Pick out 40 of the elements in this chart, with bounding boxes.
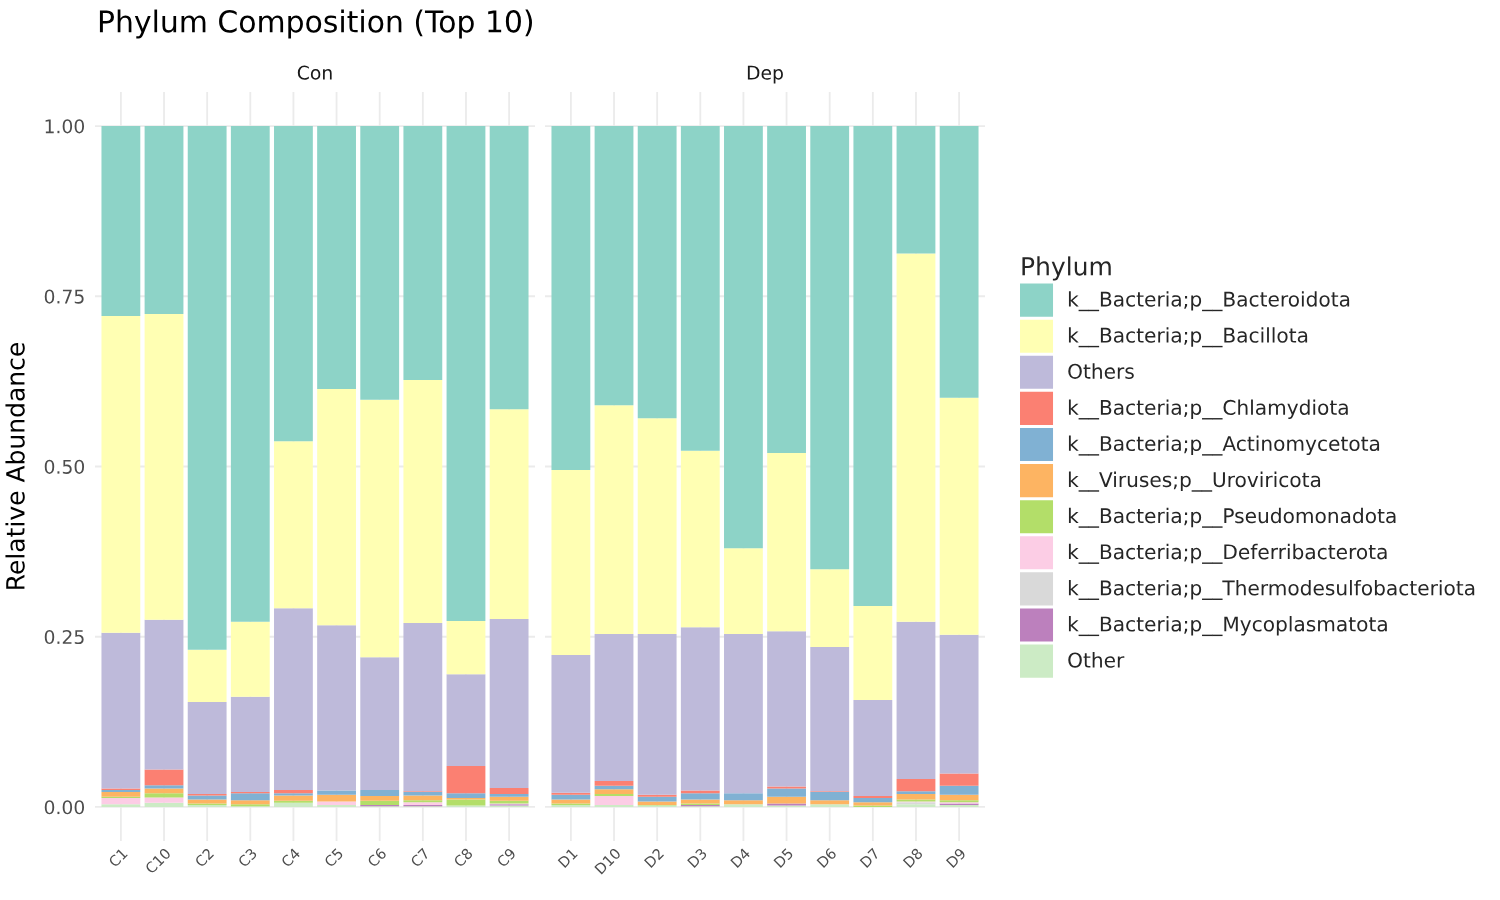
y-axis-title: Relative Abundance xyxy=(5,343,25,589)
y-tick-label: 0.50 xyxy=(44,459,85,474)
legend-label: Others xyxy=(1068,363,1134,379)
x-tick-label: D9 xyxy=(945,847,967,869)
legend-label: Other xyxy=(1068,652,1125,668)
x-tick-label: C6 xyxy=(366,847,388,868)
x-tick-label: D8 xyxy=(902,847,924,869)
x-tick-label: C4 xyxy=(280,847,301,868)
legend-label: k__Viruses;p__Uroviricota xyxy=(1068,471,1321,492)
x-tick-label: C3 xyxy=(237,847,258,868)
legend-title: Phylum xyxy=(1022,256,1111,281)
x-tick-label: C7 xyxy=(409,847,430,868)
legend-label: k__Bacteria;p__Bacillota xyxy=(1068,327,1308,348)
x-tick-label: D5 xyxy=(773,847,794,869)
legend-label: k__Bacteria;p__Bacteroidota xyxy=(1068,291,1350,312)
x-tick-label: C1 xyxy=(107,847,128,868)
x-tick-label: C5 xyxy=(323,847,344,868)
chart-title: Phylum Composition (Top 10) xyxy=(99,9,532,39)
y-tick-label: 1.00 xyxy=(45,119,85,134)
x-tick-label: C10 xyxy=(144,847,172,875)
y-tick-label: 0.00 xyxy=(44,800,85,815)
legend-label: k__Bacteria;p__Actinomycetota xyxy=(1068,435,1380,456)
y-tick-label: 0.25 xyxy=(44,629,84,645)
legend-label: k__Bacteria;p__Pseudomonadota xyxy=(1068,507,1396,528)
legend-label: k__Bacteria;p__Deferribacterota xyxy=(1068,543,1387,564)
legend-label: k__Bacteria;p__Chlamydiota xyxy=(1068,399,1348,420)
chart-subtitle: Con xyxy=(297,65,332,80)
x-tick-label: D4 xyxy=(730,847,751,868)
x-tick-label: D6 xyxy=(816,847,838,869)
legend-label: k__Bacteria;p__Mycoplasmatota xyxy=(1068,616,1387,637)
x-tick-label: D3 xyxy=(686,847,708,869)
x-tick-label: C2 xyxy=(194,847,215,868)
x-tick-label: D7 xyxy=(859,847,880,868)
y-tick-label: 0.75 xyxy=(44,289,84,304)
chart-subtitle: Dep xyxy=(747,65,783,84)
x-tick-label: C8 xyxy=(452,847,474,868)
x-tick-label: D1 xyxy=(557,847,578,868)
x-tick-label: C9 xyxy=(496,847,517,868)
x-tick-label: D2 xyxy=(643,847,664,868)
legend-label: k__Bacteria;p__Thermodesulfobacteriota xyxy=(1068,579,1475,600)
